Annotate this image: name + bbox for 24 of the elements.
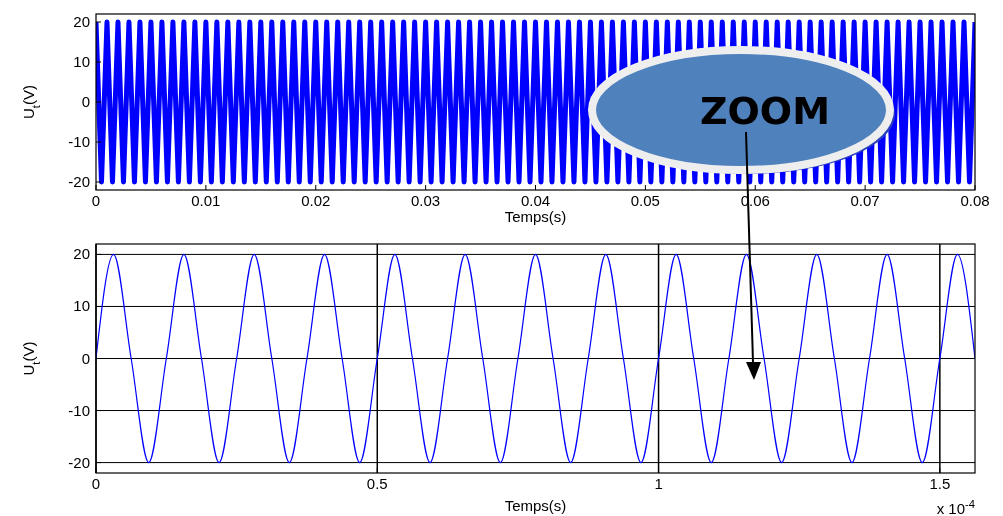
y-tick-label: 0 — [81, 93, 90, 110]
x-axis-title: Temps(s) — [504, 208, 567, 225]
y-tick-label: -20 — [68, 453, 90, 471]
y-tick-label: -10 — [68, 133, 90, 150]
x-tick-label: 0.02 — [301, 192, 331, 209]
x-tick-label: 0.03 — [411, 192, 441, 209]
x-tick-label: 0.05 — [630, 192, 660, 209]
y-tick-label: 20 — [73, 245, 90, 263]
x-tick-label: 1.5 — [929, 475, 951, 492]
x-tick-label: 0.01 — [191, 192, 221, 209]
annotation: ZOOM — [700, 89, 830, 133]
y-tick-label: -20 — [68, 173, 90, 190]
x-tick-label: 0.07 — [850, 192, 880, 209]
text: x 10$^{-4}$ — [936, 498, 975, 516]
x-axis-title: Temps(s) — [504, 497, 567, 514]
y-tick-label: 0 — [81, 349, 90, 367]
x-tick-label: 1 — [654, 475, 663, 492]
y-tick-label: 10 — [73, 53, 90, 70]
y-tick-label: 10 — [73, 297, 90, 315]
x-tick-label: 0.04 — [520, 192, 551, 209]
x-tick-label: 0.08 — [960, 192, 990, 209]
y-tick-label: 20 — [73, 13, 90, 30]
x-tick-label: 0.5 — [366, 475, 388, 492]
y-tick-label: -10 — [68, 401, 90, 419]
